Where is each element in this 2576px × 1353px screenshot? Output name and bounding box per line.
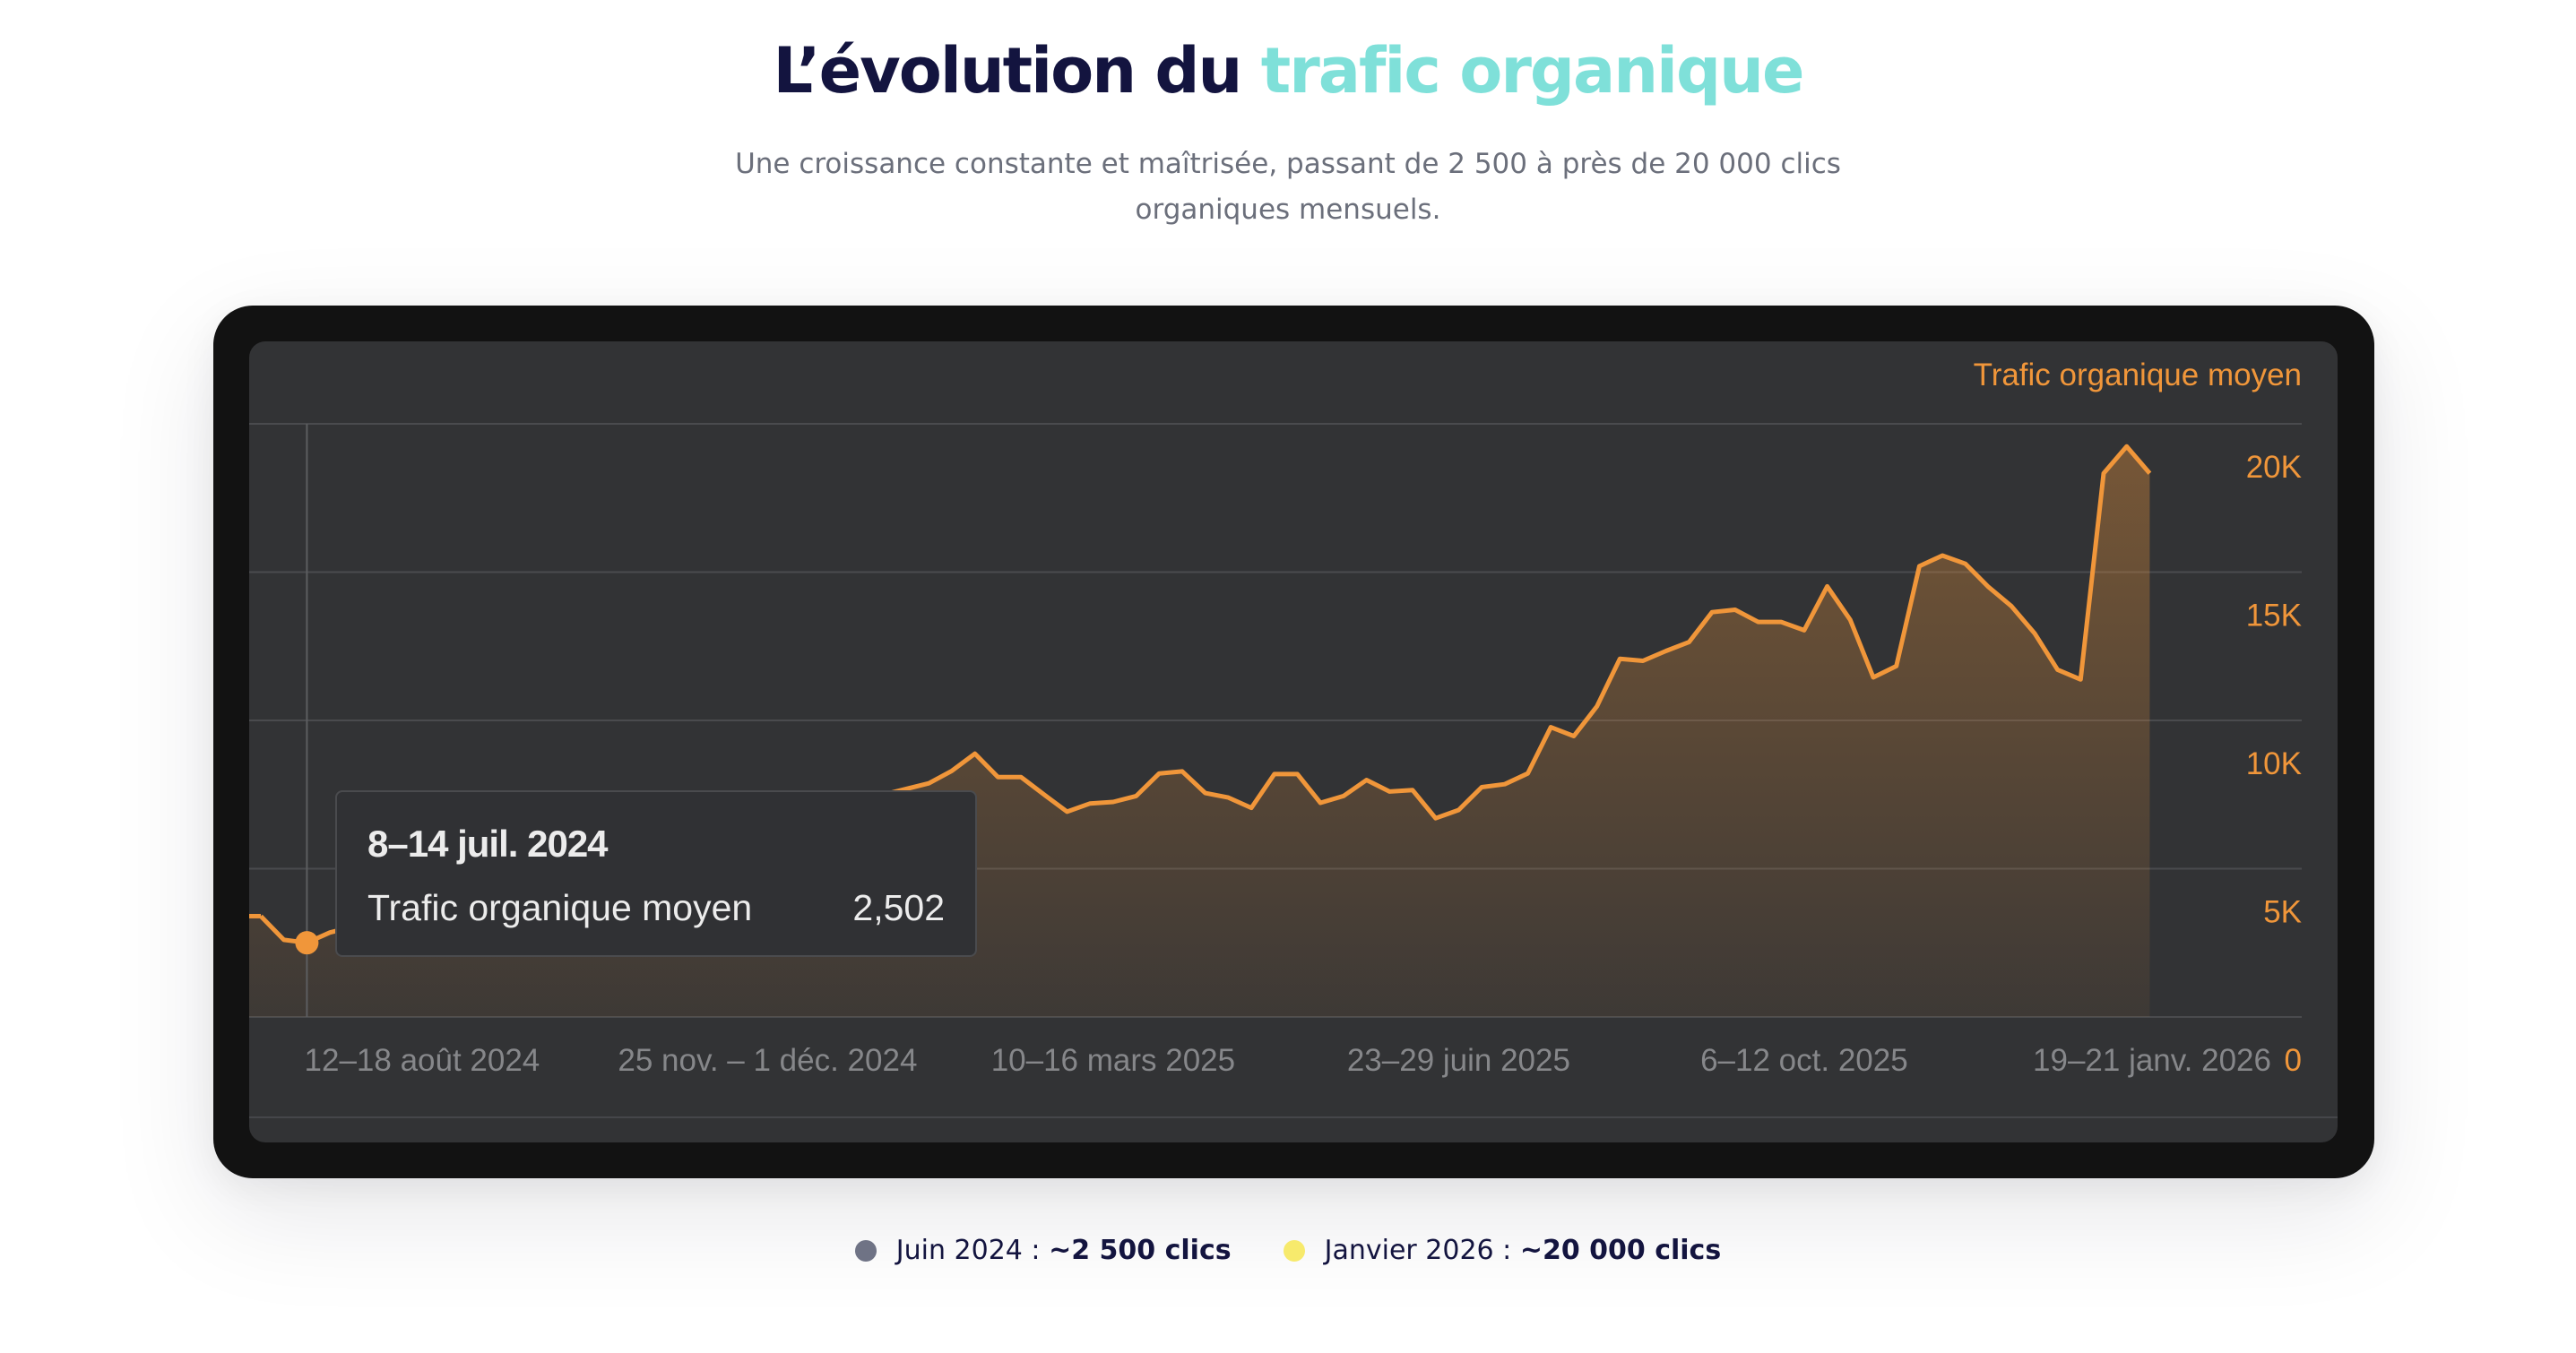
legend-label: Juin 2024 :: [895, 1235, 1041, 1266]
tooltip-date: 8–14 juil. 2024: [367, 823, 609, 865]
title-accent: trafic organique: [1260, 34, 1805, 108]
legend-dot-yellow: [1283, 1239, 1305, 1262]
legend-text: Janvier 2026 : ~20 000 clics: [1325, 1235, 1722, 1266]
legend-label: Janvier 2026 :: [1324, 1235, 1512, 1266]
chart-tooltip: 8–14 juil. 2024 Trafic organique moyen 2…: [335, 790, 977, 957]
x-tick-label: 10–16 mars 2025: [991, 1043, 1235, 1078]
x-tick-label: 23–29 juin 2025: [1347, 1043, 1570, 1078]
y-tick-label: 15K: [2246, 599, 2302, 633]
series-line: [259, 444, 2152, 945]
traffic-chart[interactable]: 0 5K 10K 15K 20K 12–18 août 2024 25 nov. – 1 …: [249, 341, 2338, 1142]
y-tick-label: 20K: [2246, 450, 2302, 485]
legend-text: Juin 2024 : ~2 500 clics: [896, 1235, 1232, 1266]
legend: Juin 2024 : ~2 500 clics Janvier 2026 : …: [0, 1235, 2576, 1266]
chart-card: 0 5K 10K 15K 20K 12–18 août 2024 25 nov. – 1 …: [213, 306, 2374, 1178]
title-main: L’évolution du: [773, 34, 1243, 108]
legend-value: ~20 000 clics: [1519, 1235, 1722, 1266]
legend-value: ~2 500 clics: [1049, 1235, 1232, 1266]
y-tick-label: 0: [2285, 1043, 2302, 1078]
x-tick-label: 6–12 oct. 2025: [1700, 1043, 1908, 1078]
x-tick-label: 25 nov. – 1 déc. 2024: [618, 1043, 917, 1078]
y-tick-label: 10K: [2246, 746, 2302, 781]
legend-dot-gray: [854, 1239, 877, 1262]
tooltip-value: 2,502: [852, 887, 945, 928]
legend-item-start: Juin 2024 : ~2 500 clics: [854, 1235, 1232, 1266]
x-tick-label: 19–21 janv. 2026: [2033, 1043, 2271, 1078]
series-label: Trafic organique moyen: [1973, 358, 2302, 392]
legend-item-end: Janvier 2026 : ~20 000 clics: [1283, 1235, 1722, 1266]
hover-dot: [295, 931, 319, 955]
page-title: L’évolution du trafic organique: [0, 34, 2576, 108]
tooltip-series-name: Trafic organique moyen: [367, 887, 753, 928]
y-tick-label: 5K: [2263, 895, 2302, 930]
chart-panel: 0 5K 10K 15K 20K 12–18 août 2024 25 nov. – 1 …: [249, 341, 2338, 1142]
page-subtitle: Une croissance constante et maîtrisée, p…: [735, 148, 1841, 226]
x-tick-label: 12–18 août 2024: [305, 1043, 540, 1078]
